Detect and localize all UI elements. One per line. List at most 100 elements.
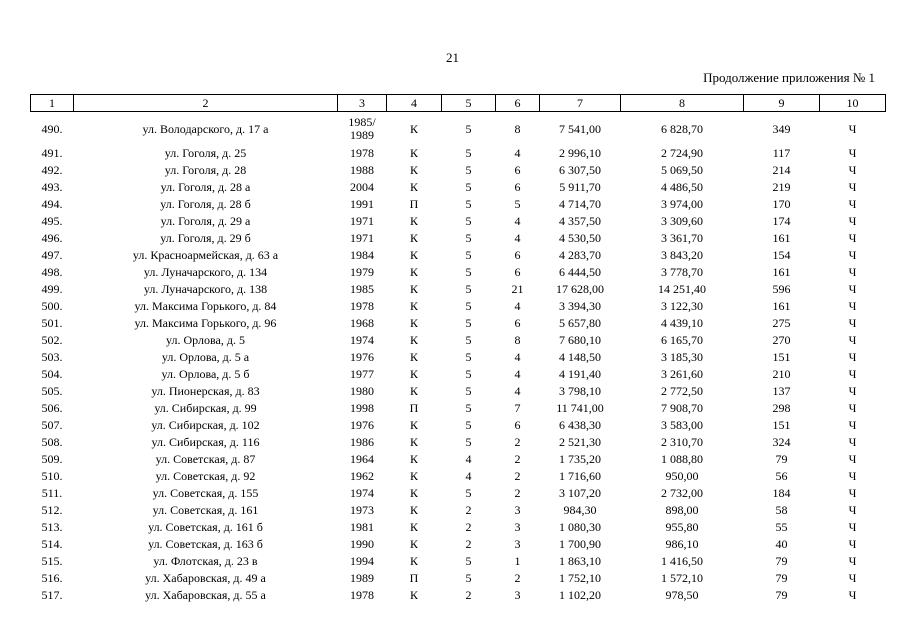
cell-row-number: 506. <box>41 401 63 415</box>
cell-row-number: 502. <box>41 333 63 347</box>
cell-living-area: 3 185,30 <box>661 350 703 364</box>
cell-year-built: 1974 <box>350 333 374 347</box>
cell-floors: 5 <box>465 316 472 330</box>
cell-entrances: 6 <box>514 248 521 262</box>
column-header-entrances: 6 <box>495 94 540 112</box>
table-row: 495. ул. Гоголя, д. 29 а 1971 К 5 4 4 357,50 3 … <box>31 213 886 230</box>
cell-wall-material: П <box>409 401 419 415</box>
cell-year-built: 1976 <box>350 418 374 432</box>
cell-total-area: 1 863,10 <box>559 554 601 568</box>
cell-address: ул. Володарского, д. 17 а <box>142 121 269 136</box>
cell-total-area: 5 657,80 <box>559 316 601 330</box>
cell-entrances: 8 <box>514 333 521 347</box>
table-row: 517. ул. Хабаровская, д. 55 а 1978 К 2 3 1 102… <box>31 587 886 604</box>
cell-entrances: 6 <box>514 418 521 432</box>
cell-total-area: 4 357,50 <box>559 214 601 228</box>
cell-ownership: Ч <box>848 571 857 585</box>
page-number: 21 <box>446 50 459 65</box>
column-header-total-area: 7 <box>539 94 621 112</box>
cell-living-area: 898,00 <box>665 503 699 517</box>
table-header: 1 2 3 4 5 6 7 8 9 10 <box>30 94 886 112</box>
table-row: 493. ул. Гоголя, д. 28 а 2004 К 5 6 5 911,70 4 … <box>31 179 886 196</box>
cell-residents: 79 <box>775 588 788 602</box>
table-row: 492. ул. Гоголя, д. 28 1988 К 5 6 6 307,50 5 06… <box>31 162 886 179</box>
cell-residents: 161 <box>772 299 791 313</box>
cell-residents: 270 <box>772 333 791 347</box>
cell-wall-material: К <box>409 435 418 449</box>
cell-residents: 55 <box>775 520 788 534</box>
cell-ownership: Ч <box>848 384 857 398</box>
cell-wall-material: К <box>409 265 418 279</box>
cell-entrances: 7 <box>514 401 521 415</box>
cell-year-built: 1971 <box>350 214 374 228</box>
cell-total-area: 6 444,50 <box>559 265 601 279</box>
cell-residents: 161 <box>772 231 791 245</box>
cell-total-area: 6 307,50 <box>559 163 601 177</box>
cell-residents: 151 <box>772 350 791 364</box>
cell-living-area: 3 309,60 <box>661 214 703 228</box>
cell-floors: 5 <box>465 384 472 398</box>
cell-total-area: 4 283,70 <box>559 248 601 262</box>
cell-wall-material: К <box>409 316 418 330</box>
cell-total-area: 1 102,20 <box>559 588 601 602</box>
cell-total-area: 7 680,10 <box>559 333 601 347</box>
cell-wall-material: К <box>409 486 418 500</box>
cell-total-area: 1 735,20 <box>559 452 601 466</box>
cell-residents: 154 <box>772 248 791 262</box>
cell-row-number: 511. <box>41 486 63 500</box>
table-row: 516. ул. Хабаровская, д. 49 а 1989 П 5 2 1 752… <box>31 570 886 587</box>
table-row: 491. ул. Гоголя, д. 25 1978 К 5 4 2 996,10 2 72… <box>31 145 886 162</box>
cell-residents: 40 <box>775 537 788 551</box>
cell-residents: 117 <box>772 146 791 160</box>
cell-wall-material: К <box>409 537 418 551</box>
cell-ownership: Ч <box>848 180 857 194</box>
cell-residents: 275 <box>772 316 791 330</box>
cell-living-area: 2 732,00 <box>661 486 703 500</box>
cell-address: ул. Советская, д. 161 б <box>148 520 263 534</box>
cell-year-built: 1980 <box>350 384 374 398</box>
cell-floors: 4 <box>465 469 472 483</box>
cell-ownership: Ч <box>848 333 857 347</box>
cell-address: ул. Гоголя, д. 28 <box>164 163 247 177</box>
cell-address: ул. Советская, д. 87 <box>155 452 256 466</box>
cell-address: ул. Максима Горького, д. 84 <box>134 299 277 313</box>
cell-living-area: 950,00 <box>665 469 699 483</box>
table-row: 503. ул. Орлова, д. 5 а 1976 К 5 4 4 148,50 3 1… <box>31 349 886 366</box>
cell-entrances: 8 <box>514 121 521 136</box>
cell-floors: 5 <box>465 435 472 449</box>
cell-wall-material: К <box>409 367 418 381</box>
cell-address: ул. Гоголя, д. 29 а <box>160 214 251 228</box>
table-row: 515. ул. Флотская, д. 23 в 1994 К 5 1 1 863,10… <box>31 553 886 570</box>
cell-entrances: 4 <box>514 214 521 228</box>
cell-floors: 5 <box>465 180 472 194</box>
cell-row-number: 510. <box>41 469 63 483</box>
cell-year-built: 1978 <box>350 588 374 602</box>
cell-living-area: 1 416,50 <box>661 554 703 568</box>
cell-address: ул. Хабаровская, д. 55 а <box>145 588 266 602</box>
cell-wall-material: К <box>409 163 418 177</box>
cell-floors: 5 <box>465 146 472 160</box>
cell-floors: 2 <box>465 520 472 534</box>
cell-residents: 210 <box>772 367 791 381</box>
cell-entrances: 1 <box>514 554 521 568</box>
cell-total-area: 11 741,00 <box>556 401 604 415</box>
column-header-year-built: 3 <box>337 94 387 112</box>
table-row: 498. ул. Луначарского, д. 134 1979 К 5 6 6 444… <box>31 264 886 281</box>
cell-residents: 151 <box>772 418 791 432</box>
cell-address: ул. Луначарского, д. 134 <box>143 265 268 279</box>
cell-wall-material: К <box>409 180 418 194</box>
cell-address: ул. Хабаровская, д. 49 а <box>145 571 266 585</box>
cell-floors: 5 <box>465 265 472 279</box>
cell-residents: 137 <box>772 384 791 398</box>
cell-row-number: 516. <box>41 571 63 585</box>
cell-ownership: Ч <box>848 503 857 517</box>
cell-ownership: Ч <box>848 350 857 364</box>
cell-ownership: Ч <box>848 452 857 466</box>
cell-ownership: Ч <box>848 435 857 449</box>
cell-year-built: 1991 <box>350 197 374 211</box>
cell-year-built: 1989 <box>350 571 374 585</box>
cell-total-area: 7 541,00 <box>559 121 601 136</box>
column-header-floors: 5 <box>441 94 496 112</box>
cell-ownership: Ч <box>848 469 857 483</box>
